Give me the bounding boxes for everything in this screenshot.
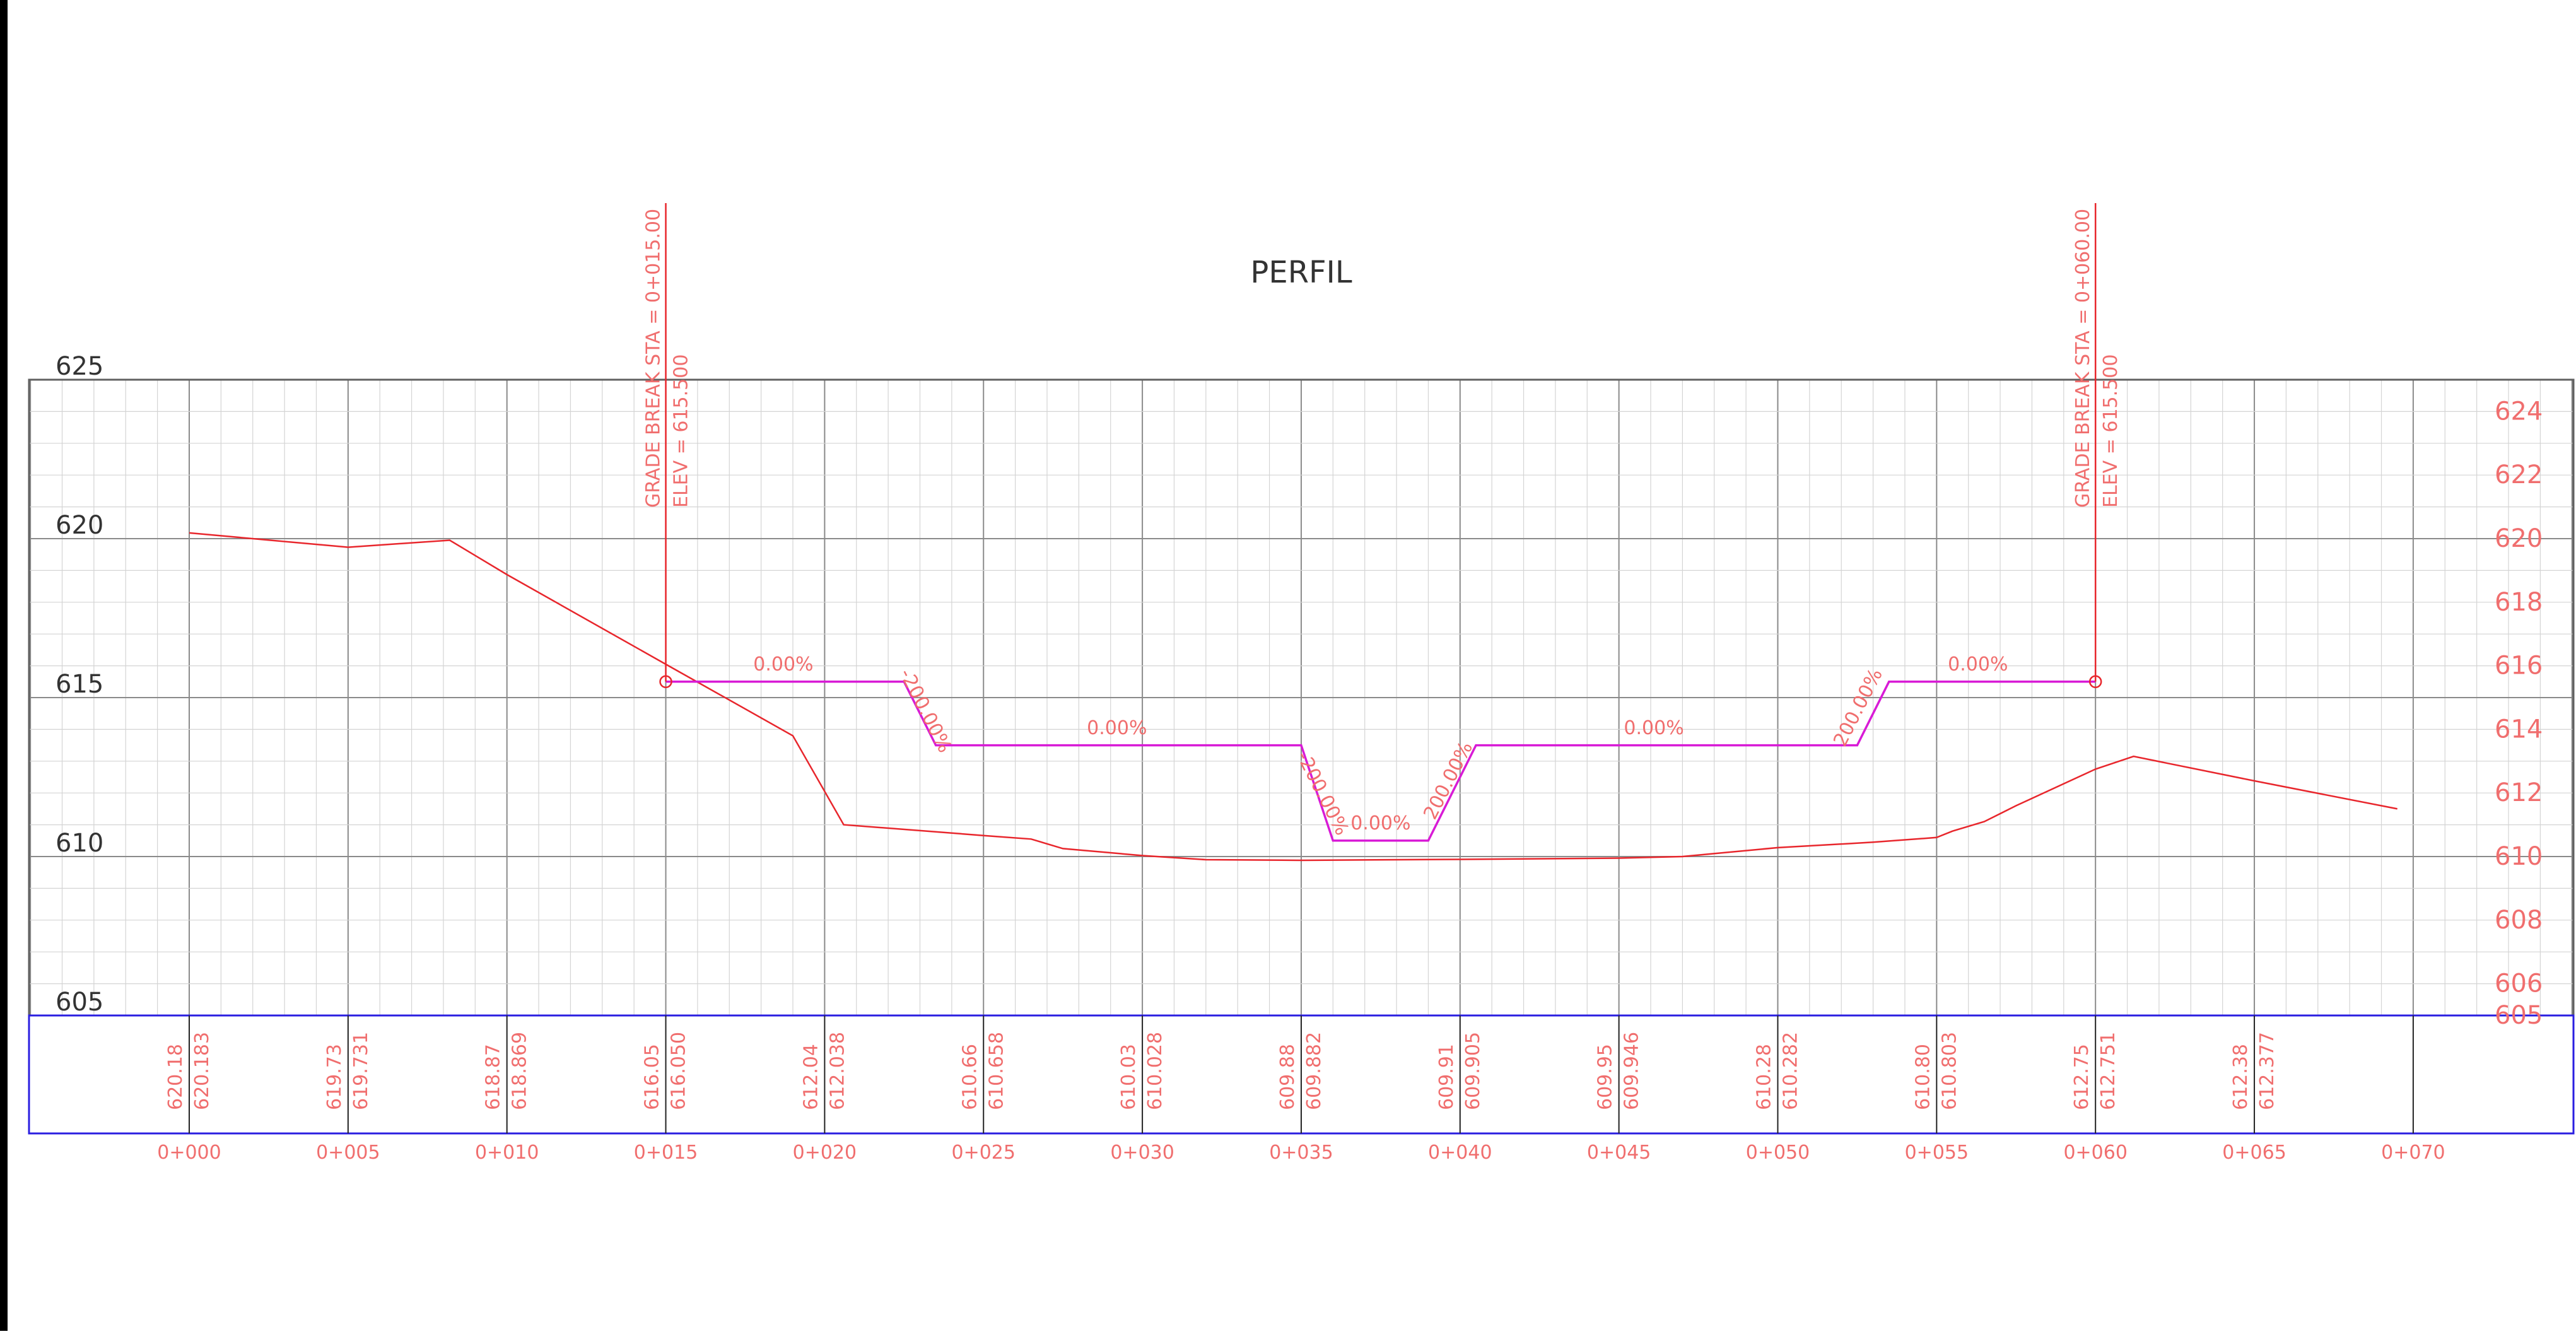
elevation-label-existing: 610.80: [1912, 1044, 1934, 1110]
grade-break-station-label: GRADE BREAK STA = 0+015.00: [643, 209, 665, 508]
y-tick-right: 620: [2495, 524, 2543, 553]
ground-line: [189, 532, 2397, 862]
elevation-label-existing: 619.73: [324, 1044, 346, 1110]
station-label: 0+050: [1746, 1142, 1810, 1164]
y-tick-left: 605: [56, 988, 103, 1017]
elevation-label-proposed: 610.803: [1938, 1032, 1960, 1110]
elevation-label-existing: 612.75: [2071, 1044, 2093, 1110]
elevation-label-existing: 612.04: [800, 1044, 822, 1110]
elevation-label-proposed: 610.028: [1144, 1032, 1166, 1110]
y-tick-left: 615: [56, 670, 103, 699]
design-grade: [665, 681, 2096, 842]
y-tick-right: 622: [2495, 460, 2543, 489]
y-tick-left: 610: [56, 829, 103, 858]
elevation-label-existing: 616.05: [641, 1044, 664, 1110]
grade-break-station-label: GRADE BREAK STA = 0+060.00: [2072, 209, 2094, 508]
elevation-label-existing: 609.88: [1277, 1044, 1299, 1110]
elevation-label-existing: 609.95: [1595, 1044, 1617, 1110]
elevation-label-existing: 618.87: [483, 1044, 505, 1110]
elevation-label-existing: 620.18: [165, 1044, 187, 1110]
y-tick-right: 618: [2495, 588, 2543, 617]
station-label: 0+040: [1428, 1142, 1492, 1164]
design-line: [665, 681, 2096, 842]
station-label: 0+035: [1269, 1142, 1333, 1164]
elevation-label-proposed: 609.905: [1462, 1032, 1484, 1110]
grade-break-elevation-label: ELEV = 615.500: [2100, 354, 2122, 508]
station-label: 0+060: [2063, 1142, 2127, 1164]
station-label: 0+070: [2381, 1142, 2445, 1164]
elevation-label-proposed: 610.658: [985, 1032, 1007, 1110]
chart-title: PERFIL: [1250, 255, 1352, 290]
elevation-label-existing: 610.03: [1118, 1044, 1140, 1110]
y-tick-right: 608: [2495, 906, 2543, 935]
grade-break-elevation-label: ELEV = 615.500: [670, 354, 693, 508]
grade-label: 0.00%: [753, 653, 813, 676]
grade-break-marker: [659, 675, 672, 689]
elevation-label-proposed: 620.183: [191, 1032, 213, 1110]
y-tick-right: 614: [2495, 715, 2543, 744]
station-label: 0+020: [793, 1142, 857, 1164]
station-label: 0+000: [157, 1142, 221, 1164]
elevation-label-existing: 609.91: [1436, 1044, 1458, 1110]
grade-breaks: GRADE BREAK STA = 0+015.00 ELEV = 615.500…: [643, 203, 2122, 689]
y-tick-right: 606: [2495, 969, 2543, 998]
station-label: 0+030: [1110, 1142, 1174, 1164]
elevation-label-proposed: 612.038: [826, 1032, 848, 1110]
elevation-label-existing: 610.66: [959, 1044, 981, 1110]
station-label: 0+025: [952, 1142, 1016, 1164]
station-label: 0+010: [475, 1142, 539, 1164]
grade-label: 0.00%: [1350, 812, 1410, 834]
elevation-label-proposed: 619.731: [350, 1032, 372, 1110]
grade-label: 0.00%: [1948, 653, 2008, 676]
station-label: 0+005: [316, 1142, 380, 1164]
grid: [29, 379, 2573, 1016]
elevation-label-proposed: 609.946: [1621, 1032, 1643, 1110]
station-label: 0+065: [2222, 1142, 2286, 1164]
elevation-label-proposed: 612.377: [2256, 1032, 2278, 1110]
grade-break-marker: [2088, 675, 2102, 689]
elevation-label-existing: 612.38: [2230, 1044, 2252, 1110]
y-tick-left: 625: [56, 352, 103, 381]
grade-label: 0.00%: [1087, 717, 1147, 739]
station-label: 0+015: [634, 1142, 698, 1164]
y-tick-left: 620: [56, 511, 103, 540]
station-label: 0+045: [1587, 1142, 1651, 1164]
elevation-label-proposed: 616.050: [668, 1032, 690, 1110]
elevation-label-proposed: 612.751: [2097, 1032, 2119, 1110]
y-tick-right: 624: [2495, 397, 2543, 426]
elevation-label-proposed: 618.869: [509, 1032, 531, 1110]
left-border: [0, 0, 8, 1331]
y-tick-right: 610: [2495, 842, 2543, 871]
elevation-label-existing: 610.28: [1753, 1044, 1776, 1110]
data-box: [28, 1014, 2575, 1135]
station-label: 0+055: [1905, 1142, 1969, 1164]
y-tick-right: 616: [2495, 652, 2543, 681]
y-tick-right: 605: [2495, 1001, 2543, 1030]
elevation-label-proposed: 609.882: [1303, 1032, 1325, 1110]
ground-profile: [189, 532, 2397, 862]
elevation-label-proposed: 610.282: [1780, 1032, 1802, 1110]
grade-label: 0.00%: [1624, 717, 1683, 739]
y-tick-right: 612: [2495, 778, 2543, 807]
